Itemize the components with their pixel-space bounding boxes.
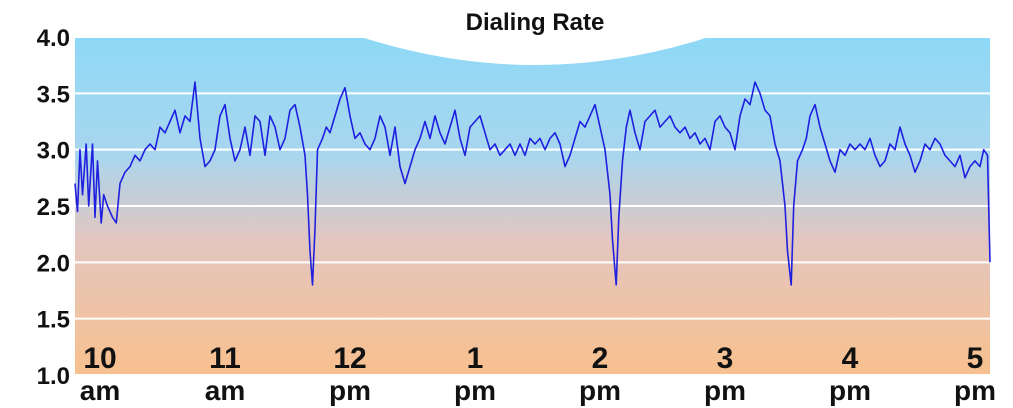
x-tick-label: 3 pm	[704, 342, 746, 406]
y-tick-label: 2.5	[37, 194, 70, 221]
x-tick-label-line: pm	[329, 375, 371, 406]
x-tick-label: 11 am	[205, 342, 245, 406]
x-tick-label: 12 pm	[329, 342, 371, 406]
line-series	[74, 81, 991, 286]
x-tick-label-line: 1	[467, 342, 484, 375]
x-tick-label-line: am	[205, 375, 245, 406]
x-tick-label-line: 12	[333, 342, 366, 375]
y-tick-label: 3.5	[37, 81, 70, 108]
x-tick-label: 4 pm	[829, 342, 871, 406]
x-tick-label-line: 4	[842, 342, 859, 375]
x-tick-label-line: 2	[592, 342, 609, 375]
y-tick-label: 2.0	[37, 250, 70, 277]
x-tick-label-line: pm	[829, 375, 871, 406]
y-tick-label: 4.0	[37, 25, 70, 52]
title-notch	[355, 35, 715, 65]
x-tick-label-line: 3	[717, 342, 734, 375]
x-tick-label-line: pm	[579, 375, 621, 406]
chart-title: Dialing Rate	[466, 9, 605, 36]
x-tick-label-line: pm	[954, 375, 996, 406]
y-tick-label: 1.5	[37, 307, 70, 334]
x-tick-label-line: 10	[83, 342, 116, 375]
x-tick-label-line: 5	[967, 342, 984, 375]
x-tick-label: 1 pm	[454, 342, 496, 406]
x-tick-label: 10 am	[80, 342, 120, 406]
x-tick-label-line: pm	[454, 375, 496, 406]
x-tick-label: 5 pm	[954, 342, 996, 406]
y-tick-label: 3.0	[37, 138, 70, 165]
y-tick-label: 1.0	[37, 363, 70, 390]
x-tick-label: 2 pm	[579, 342, 621, 406]
x-tick-label-line: 11	[209, 342, 241, 375]
x-tick-label-line: pm	[704, 375, 746, 406]
x-tick-label-line: am	[80, 375, 120, 406]
